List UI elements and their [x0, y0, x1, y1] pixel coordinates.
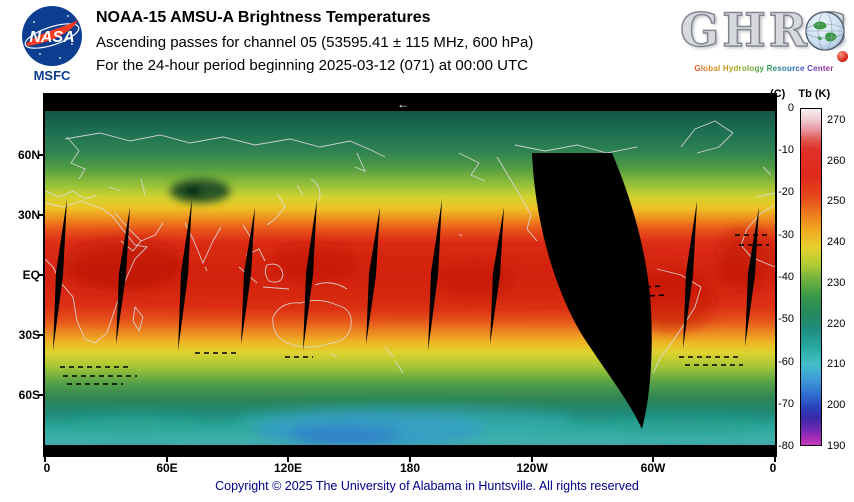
colorbar-units: (C) Tb (K): [770, 88, 854, 100]
celsius-tick: -40: [778, 271, 794, 283]
lat-tick: [38, 394, 43, 396]
americas-missing-swath: [532, 153, 652, 429]
celsius-tick: -60: [778, 356, 794, 368]
pass-direction-arrow: ←: [397, 97, 409, 111]
celsius-unit-label: (C): [770, 88, 786, 100]
kelvin-tick: 220: [827, 318, 846, 330]
kelvin-tick: 200: [827, 399, 846, 411]
title-block: NOAA-15 AMSU-A Brightness Temperatures A…: [96, 9, 533, 80]
celsius-tick: -10: [778, 144, 794, 156]
colorbar: [800, 108, 822, 446]
ghrc-logo: GHRC: [679, 2, 848, 88]
lat-label-eq: EQ: [22, 268, 40, 282]
kelvin-tick: 240: [827, 236, 846, 248]
south-polar-strip: [45, 445, 775, 455]
kelvin-tick: 260: [827, 155, 846, 167]
pass-gap-swaths: [53, 153, 759, 429]
lat-label-30n: 30N: [17, 208, 40, 222]
lat-tick: [38, 214, 43, 216]
lon-tick: [44, 457, 46, 462]
subtitle-period: For the 24-hour period beginning 2025-03…: [96, 57, 528, 74]
lat-label-60s: 60S: [18, 388, 40, 402]
scanline-dropouts: [60, 234, 771, 385]
lon-tick: [652, 457, 654, 462]
copyright-notice: Copyright © 2025 The University of Alaba…: [215, 479, 639, 493]
lon-label-60w: 60W: [640, 461, 666, 475]
ghrc-pendulum-icon: [837, 51, 848, 62]
lon-label-0w: 0: [43, 461, 51, 475]
lon-tick: [774, 457, 776, 462]
globe-icon: [805, 11, 845, 51]
celsius-tick: -20: [778, 186, 794, 198]
subtitle-channel: Ascending passes for channel 05 (53595.4…: [96, 34, 534, 51]
lat-tick: [38, 334, 43, 336]
lon-label-120w: 120W: [516, 461, 548, 475]
celsius-tick: -70: [778, 398, 794, 410]
ghrc-tagline: Global Hydrology Resource Center: [680, 64, 848, 73]
nasa-logo: NASA MSFC: [10, 4, 94, 83]
nasa-wordmark: NASA: [29, 29, 74, 46]
lon-label-60e: 60E: [156, 461, 178, 475]
celsius-tick: -50: [778, 313, 794, 325]
lon-tick: [287, 457, 289, 462]
nasa-meatball-icon: NASA: [22, 6, 82, 66]
kelvin-tick: 270: [827, 114, 846, 126]
kelvin-unit-label: Tb (K): [798, 88, 831, 100]
celsius-tick: 0: [787, 102, 794, 114]
lon-tick: [166, 457, 168, 462]
lat-tick: [38, 274, 43, 276]
kelvin-tick: 210: [827, 358, 846, 370]
header: NASA MSFC NOAA-15 AMSU-A Brightness Temp…: [0, 0, 854, 92]
lat-label-30s: 30S: [18, 328, 40, 342]
lon-tick: [531, 457, 533, 462]
msfc-label: MSFC: [33, 68, 71, 83]
lat-tick: [38, 154, 43, 156]
brightness-temperature-map: ←: [43, 93, 777, 457]
lon-label-0e: 0: [769, 461, 777, 475]
page-title: NOAA-15 AMSU-A Brightness Temperatures: [96, 9, 431, 26]
lat-label-60n: 60N: [17, 148, 40, 162]
lon-label-180: 180: [399, 461, 421, 475]
kelvin-tick: 230: [827, 277, 846, 289]
map-plot: ←: [45, 95, 775, 455]
lon-tick: [409, 457, 411, 462]
celsius-tick: -30: [778, 229, 794, 241]
celsius-tick: -80: [778, 440, 794, 452]
kelvin-tick: 250: [827, 195, 846, 207]
lon-label-120e: 120E: [273, 461, 303, 475]
kelvin-tick: 190: [827, 440, 846, 452]
coastlines: [45, 120, 775, 374]
north-polar-strip: [45, 95, 775, 111]
tibet-cold-spot: [170, 179, 230, 203]
